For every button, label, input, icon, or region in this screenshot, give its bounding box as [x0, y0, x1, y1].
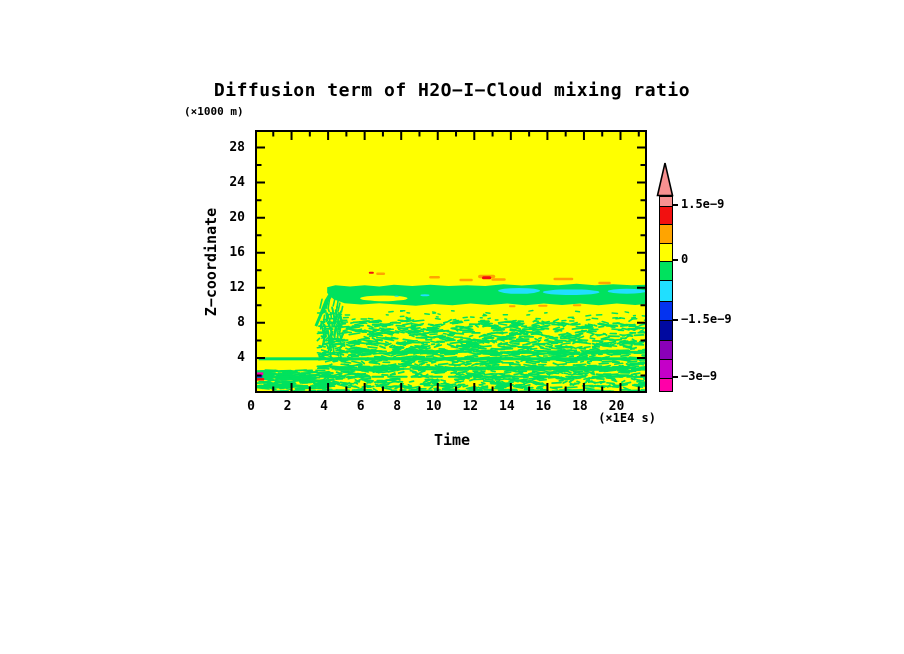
x-axis-label: Time [433, 431, 471, 449]
colorbar-label-0: 1.5e−9 [681, 197, 725, 211]
colorbar-tick-3 [673, 376, 678, 378]
y-tick-label-28: 28 [229, 139, 245, 155]
colorbar-tick-0 [673, 204, 678, 206]
y-tick-label-12: 12 [229, 279, 245, 295]
colorbar-arrow-shape [656, 162, 674, 197]
x-axis-unit: (×1E4 s) [598, 411, 656, 425]
colorbar-overflow-arrow [656, 162, 674, 197]
colorbar-tick-2 [673, 319, 678, 321]
y-axis-unit: (×1000 m) [184, 105, 244, 118]
y-tick-label-8: 8 [237, 314, 245, 330]
colorbar-label-1: 0 [681, 252, 689, 266]
y-tick-label-20: 20 [229, 209, 245, 225]
x-tick-label-2: 2 [283, 399, 292, 414]
colorbar-tick-1 [673, 259, 678, 261]
colorbar-segment-3 [660, 243, 672, 261]
x-tick-label-18: 18 [572, 399, 588, 414]
colorbar-segment-8 [660, 340, 672, 359]
colorbar-segment-5 [660, 280, 672, 301]
colorbar-label-2: −1.5e−9 [681, 312, 732, 326]
x-tick-label-0: 0 [247, 399, 255, 414]
x-tick-label-8: 8 [393, 399, 402, 414]
x-tick-label-12: 12 [462, 399, 479, 414]
colorbar-segment-6 [660, 301, 672, 320]
colorbar-segment-7 [660, 320, 672, 340]
chart-title: Diffusion term of H2O−I−Cloud mixing rat… [213, 80, 691, 101]
x-tick-label-6: 6 [356, 399, 365, 414]
x-tick-label-16: 16 [535, 399, 552, 414]
y-tick-label-4: 4 [237, 349, 245, 365]
colorbar-segment-10 [660, 378, 672, 391]
colorbar-segment-4 [660, 261, 672, 280]
x-tick-label-4: 4 [320, 399, 329, 414]
colorbar-segment-1 [660, 206, 672, 224]
colorbar-segment-0 [660, 197, 672, 206]
colorbar [659, 196, 673, 392]
colorbar-label-3: −3e−9 [681, 369, 718, 383]
contour-plot-canvas [255, 130, 647, 393]
y-tick-label-16: 16 [229, 244, 245, 260]
colorbar-segment-9 [660, 359, 672, 378]
x-tick-label-10: 10 [425, 399, 442, 414]
x-tick-label-14: 14 [499, 399, 515, 414]
colorbar-segment-2 [660, 224, 672, 243]
x-tick-label-20: 20 [608, 399, 625, 414]
y-tick-label-24: 24 [229, 174, 245, 190]
